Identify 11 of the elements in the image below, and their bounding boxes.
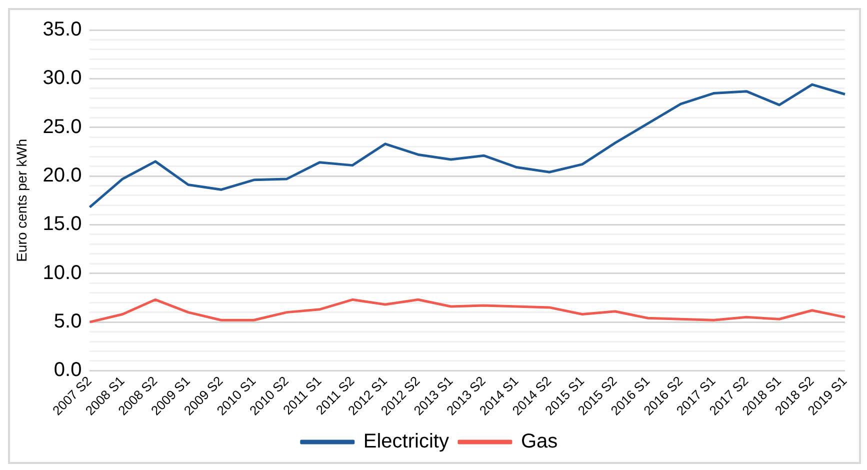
y-tick-label: 35.0 [42, 18, 82, 41]
y-tick-label: 15.0 [42, 213, 82, 236]
y-tick-label: 0.0 [54, 359, 82, 382]
y-tick-label: 10.0 [42, 262, 82, 284]
y-tick-label: 25.0 [42, 116, 82, 138]
legend-label: Electricity [363, 430, 449, 453]
legend-label: Gas [520, 430, 558, 453]
y-tick-label: 30.0 [42, 67, 82, 90]
y-tick-label: 20.0 [42, 164, 82, 187]
y-tick-label: 5.0 [54, 310, 82, 333]
y-axis-title: Euro cents per kWh [13, 138, 30, 262]
